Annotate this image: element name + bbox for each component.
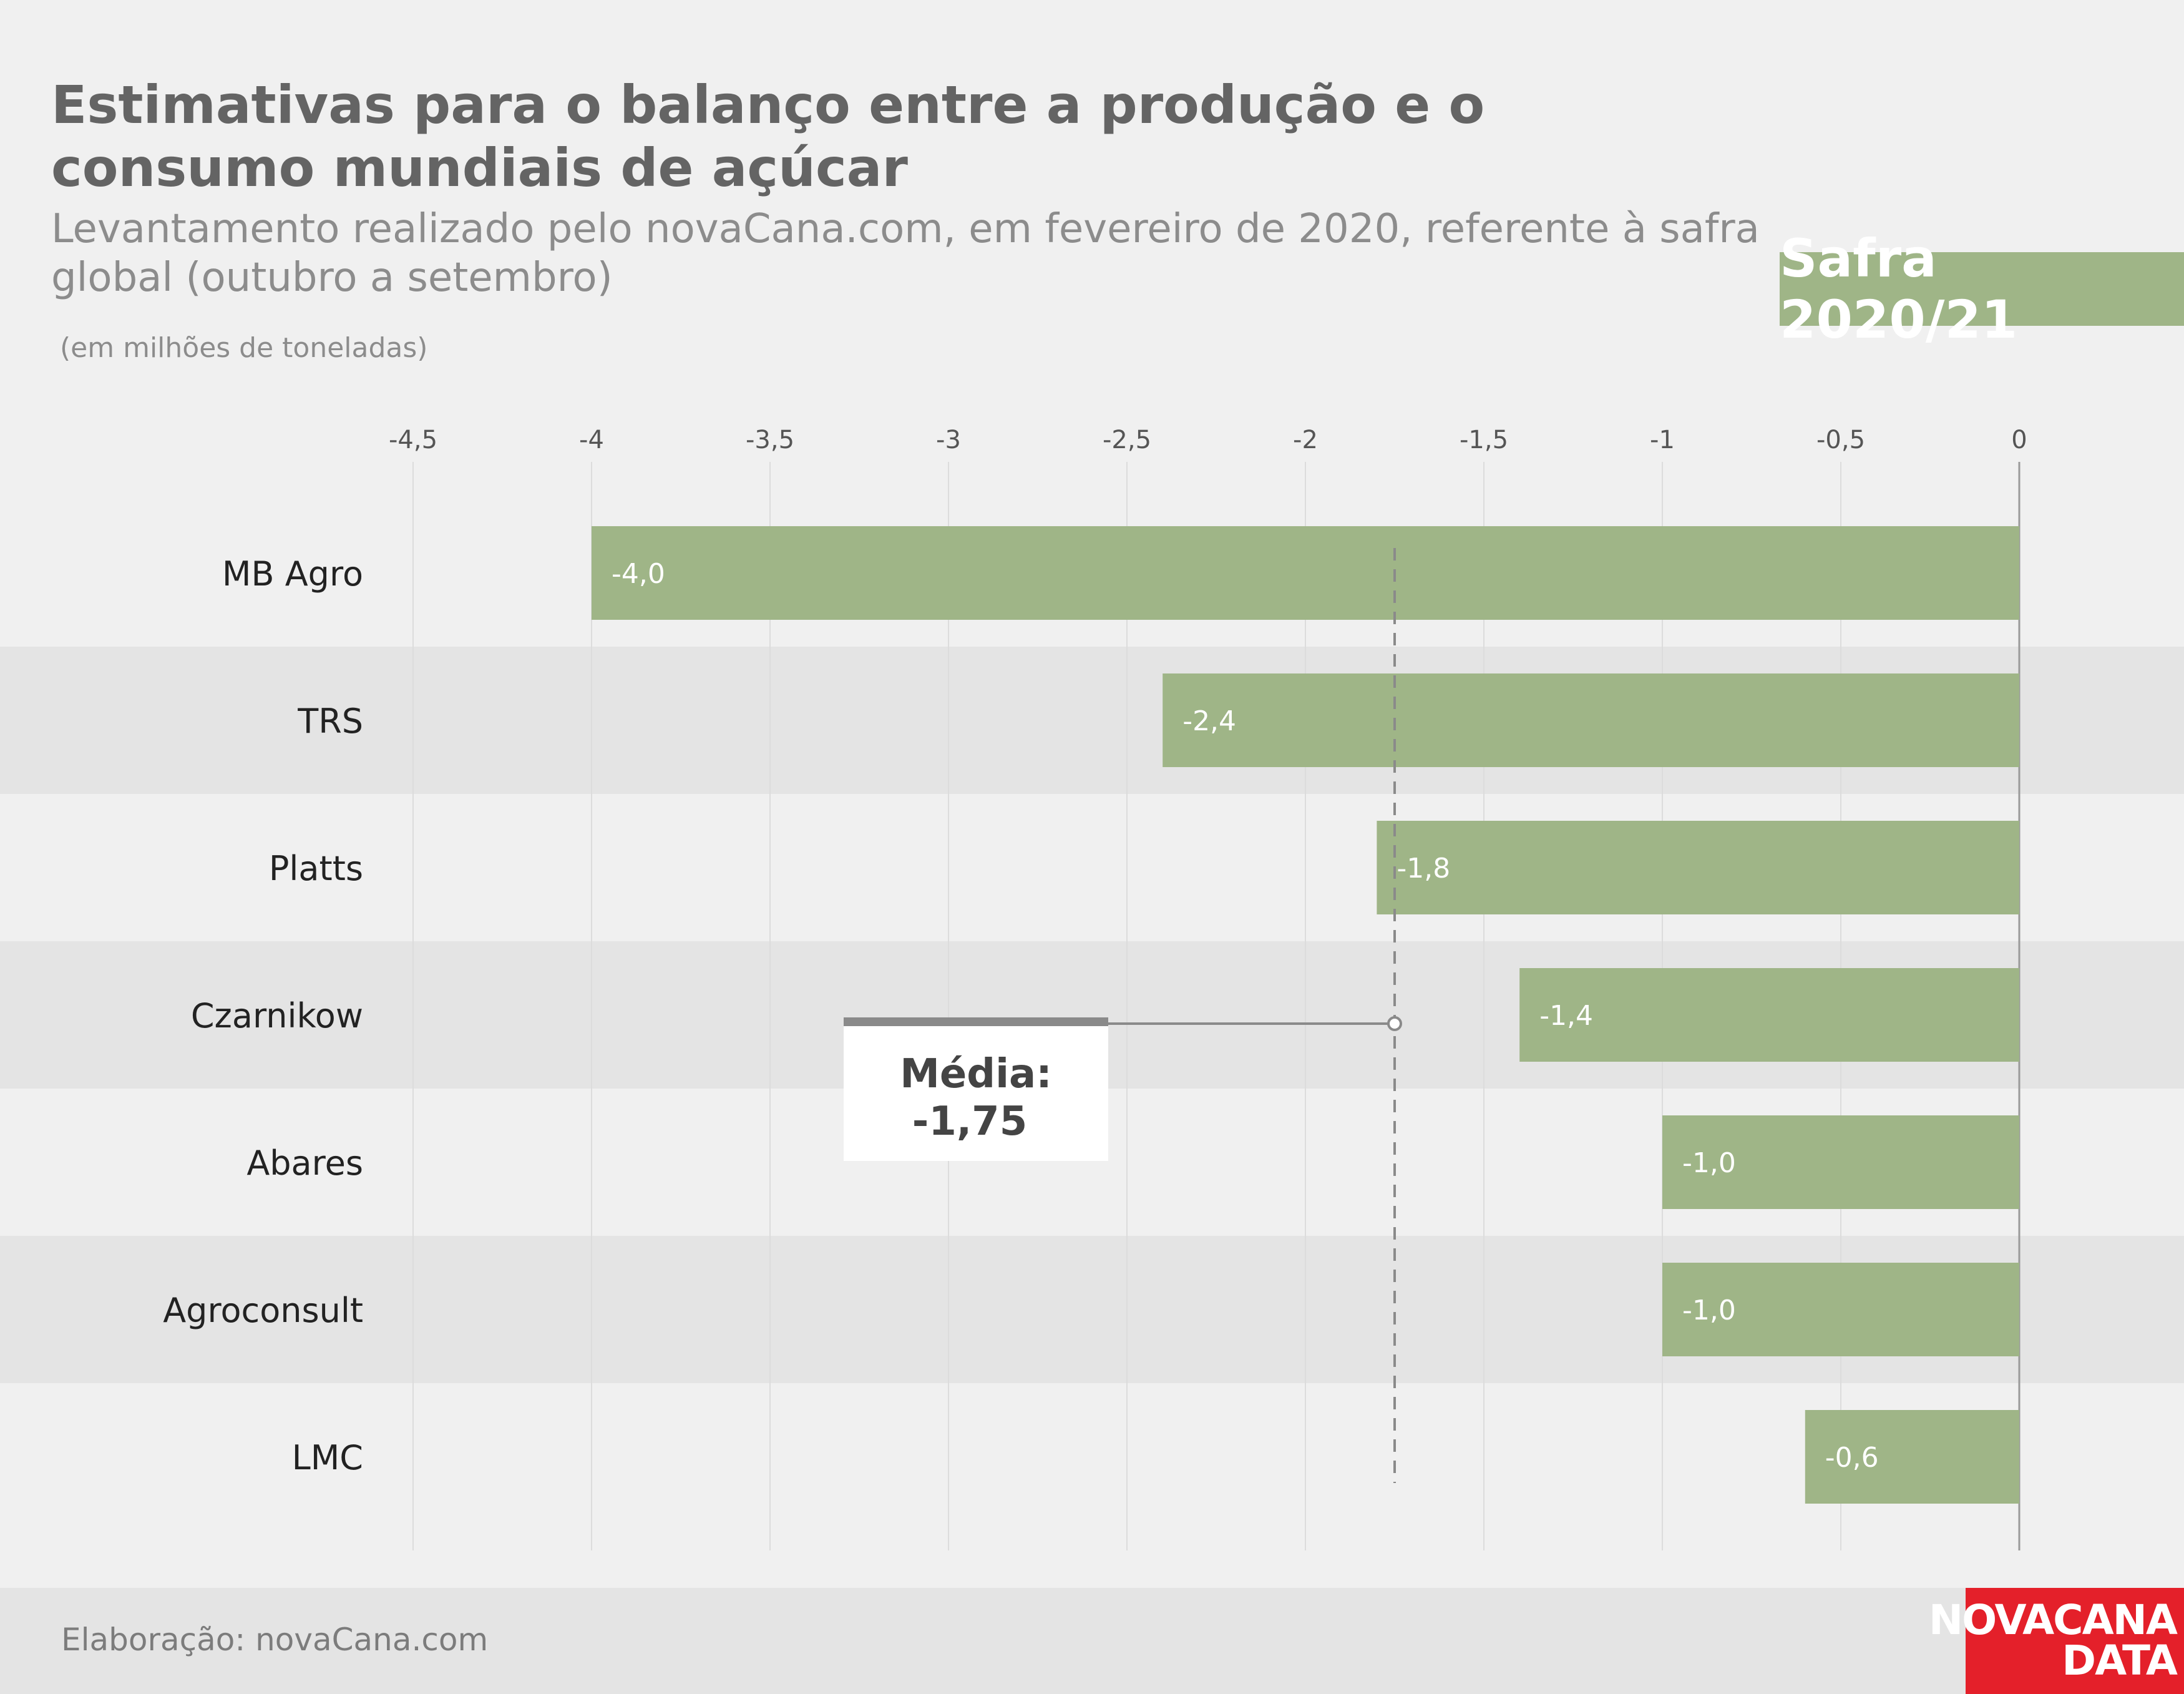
mean-label-box [844,1025,1108,1161]
x-tick-label: -3,5 [746,426,794,454]
value-label: -1,8 [1397,853,1450,884]
category-label: TRS [297,702,363,741]
bar [1805,1410,2019,1504]
logo-line-2: DATA [2062,1637,2178,1685]
x-tick-label: -4,5 [389,426,437,454]
chart-subtitle: Levantamento realizado pelo novaCana.com… [51,206,1760,301]
category-label: Agroconsult [163,1291,363,1330]
mean-label-bar [844,1017,1108,1026]
x-tick-label: -2 [1293,426,1318,454]
category-label: MB Agro [222,554,363,594]
category-label: LMC [292,1438,363,1477]
x-tick-label: -1 [1650,426,1675,454]
mean-label-value: -1,75 [912,1099,1027,1145]
bar [1662,1263,2019,1356]
value-label: -2,4 [1182,705,1236,737]
value-label: -0,6 [1825,1442,1879,1474]
bar [1163,673,2019,767]
bar [1519,968,2019,1062]
bar [1377,821,2019,914]
x-tick-label: -0,5 [1816,426,1865,454]
value-label: -1,4 [1539,1000,1593,1032]
credit-text: Elaboração: novaCana.com [61,1622,489,1658]
bar [1662,1115,2019,1209]
unit-label: (em milhões de toneladas) [60,332,428,364]
x-tick-label: -4 [579,426,604,454]
category-label: Platts [269,849,363,888]
x-tick-label: -3 [936,426,961,454]
value-label: -1,0 [1682,1295,1736,1326]
footer-bar [0,1588,2184,1694]
logo-line-1: NOVACANA [1928,1596,2178,1645]
bar-chart: -4,5 -4 -3,5 -3 -2,5 -2 -1,5 -1 -0,5 0 MB Agro -4,0… [0,426,2184,1550]
x-tick-label: -1,5 [1460,426,1508,454]
category-label: Abares [246,1143,363,1183]
value-label: -4,0 [612,558,665,590]
mean-marker [1387,1016,1402,1031]
category-label: Czarnikow [191,996,363,1035]
novacana-data-logo: NOVACANA DATA [1929,1588,2184,1694]
bar [592,526,2019,620]
x-tick-label: -2,5 [1103,426,1151,454]
value-label: -1,0 [1682,1147,1736,1179]
x-tick-label: 0 [2011,426,2027,454]
chart-title: Estimativas para o balanço entre a produ… [51,74,1485,198]
mean-label-title: Média: [900,1051,1052,1097]
